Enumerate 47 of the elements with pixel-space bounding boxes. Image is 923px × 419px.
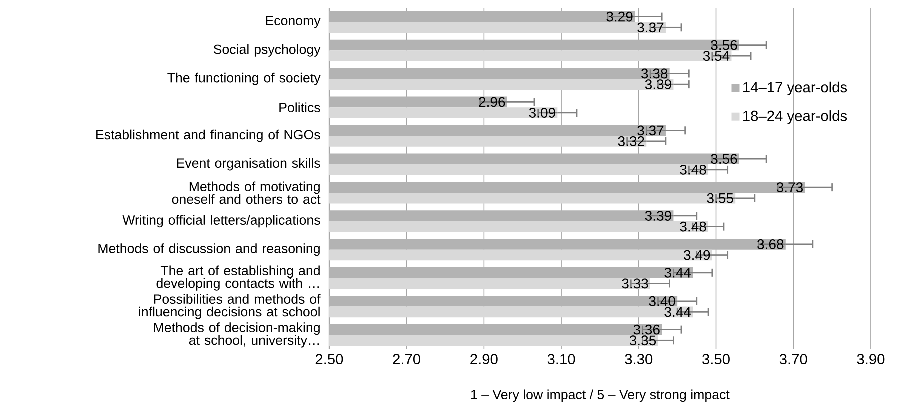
data-label: 3.49 — [684, 250, 710, 260]
data-label: 3.44 — [664, 268, 692, 278]
y-tick-label: Methods of motivating oneself and others to act — [172, 182, 321, 204]
data-label: 3.37 — [638, 126, 664, 136]
y-tick-label: Methods of discussion and reasoning — [98, 244, 320, 256]
y-tick-label: The functioning of society — [168, 73, 321, 86]
y-tick-label: Writing official letters/applications — [122, 215, 320, 228]
y-tick-label: Establishment and financing of NGOs — [96, 130, 320, 142]
y-tick-label: Politics — [280, 102, 320, 113]
data-label: 3.29 — [606, 12, 633, 22]
y-tick-label: The art of establishing and developing contacts with … — [156, 266, 320, 291]
data-label: 3.39 — [645, 211, 672, 222]
data-label: 3.37 — [638, 22, 664, 33]
data-label: 3.39 — [645, 80, 672, 90]
data-label: 2.96 — [479, 97, 506, 108]
x-tick-label: 2.90 — [470, 354, 498, 365]
y-tick-label: Possibilities and methods of influencing decisions at school — [139, 294, 321, 320]
x-tick-label: 3.50 — [702, 354, 730, 365]
data-label: 3.44 — [664, 307, 692, 318]
data-label: 3.56 — [711, 154, 738, 164]
data-label: 3.38 — [642, 68, 668, 79]
data-label: 3.55 — [707, 194, 734, 204]
x-tick-label: 2.70 — [393, 354, 421, 365]
y-tick-label: Methods of decision-making at school, university… — [154, 322, 320, 348]
x-tick-label: 3.70 — [780, 354, 808, 365]
x-tick-label: 2.50 — [316, 354, 344, 365]
data-label: 3.36 — [634, 324, 660, 335]
data-label: 3.33 — [622, 278, 648, 289]
data-label: 3.56 — [711, 40, 738, 50]
data-label: 3.73 — [776, 182, 804, 193]
data-label: 3.32 — [618, 136, 644, 147]
x-tick-label: 3.90 — [857, 354, 885, 365]
x-tick-label: 3.10 — [548, 354, 576, 365]
y-tick-label: Event organisation skills — [177, 158, 320, 171]
y-tick-label: Economy — [266, 16, 321, 28]
legend-label: 18–24 year-olds — [744, 110, 848, 124]
data-label: 3.40 — [649, 296, 676, 306]
data-label: 3.54 — [703, 51, 730, 62]
x-tick-label: 3.30 — [625, 354, 653, 365]
data-label: 3.68 — [758, 240, 784, 250]
data-label: 3.09 — [529, 108, 556, 118]
data-label: 3.48 — [680, 222, 706, 232]
data-label: 3.35 — [630, 336, 656, 346]
data-label: 3.48 — [680, 165, 706, 175]
legend-label: 14–17 year-olds — [744, 82, 848, 96]
x-axis-title: 1 – Very low impact / 5 – Very strong impact — [472, 390, 730, 402]
y-tick-label: Social psychology — [214, 44, 321, 57]
